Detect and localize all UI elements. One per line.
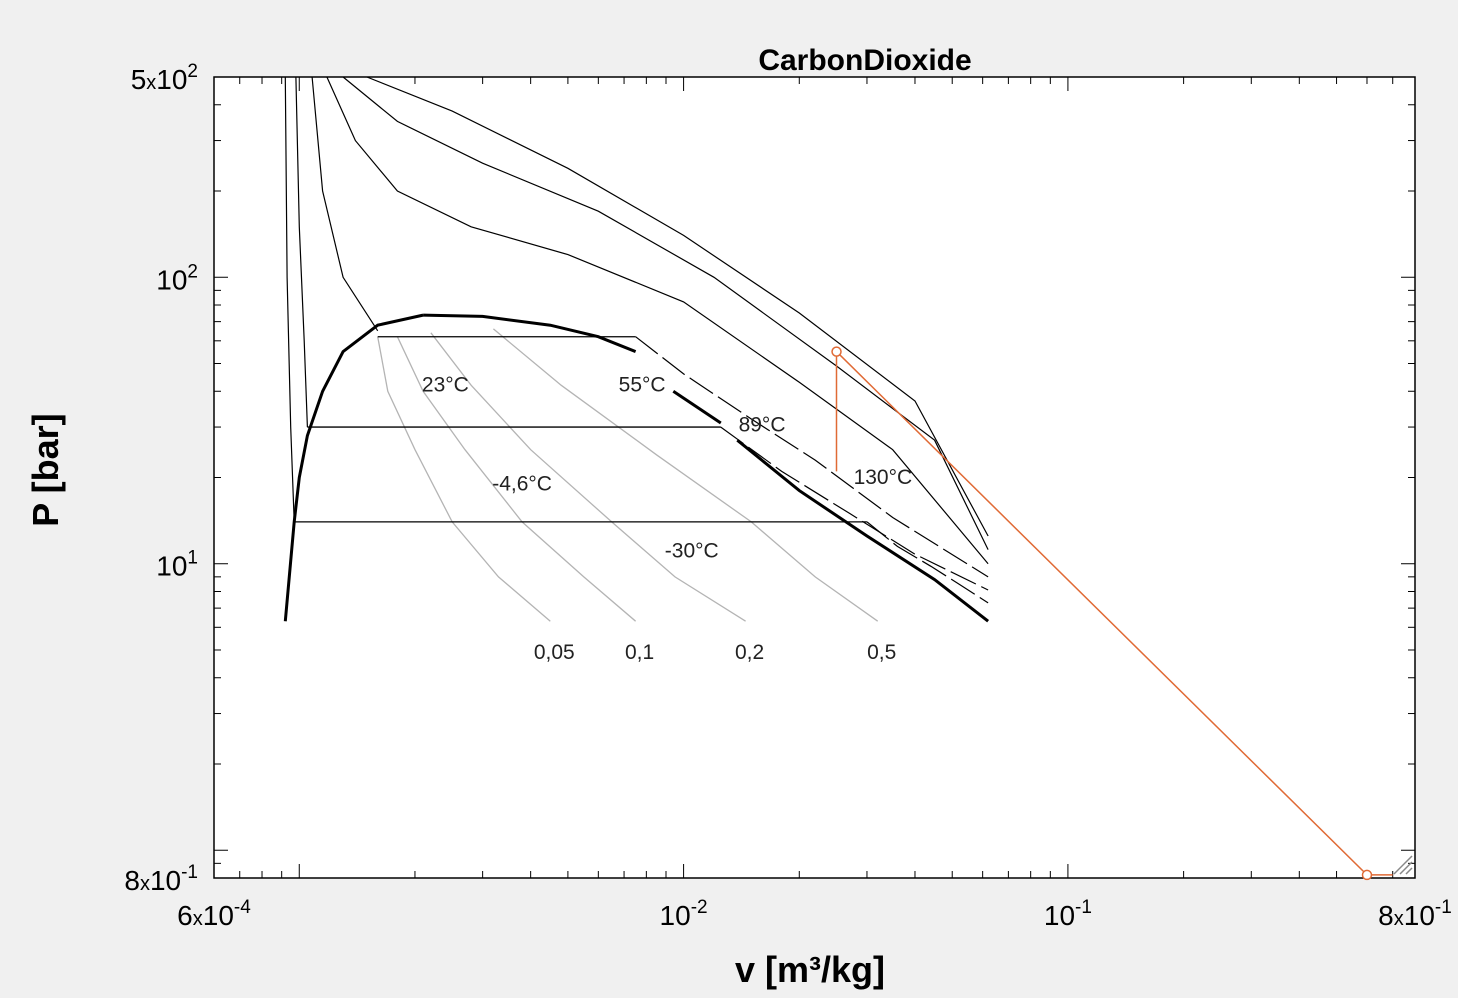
resize-grip[interactable] — [1393, 855, 1413, 875]
quality-line — [492, 328, 879, 622]
quality-label: 0,5 — [867, 641, 896, 664]
isotherm-label: -4,6°C — [492, 473, 552, 496]
tick-label: 10-2 — [660, 897, 708, 931]
quality-line — [396, 336, 637, 622]
process-path — [831, 346, 1393, 881]
chart-title: CarbonDioxide — [758, 44, 971, 77]
isotherm-line — [635, 336, 989, 578]
tick-label: 8x10-1 — [1378, 897, 1452, 931]
isotherm-line — [295, 76, 308, 428]
isotherm-line — [326, 76, 989, 565]
quality-line — [377, 336, 551, 622]
tick-label: 5x102 — [131, 61, 198, 95]
quality-label: 0,05 — [534, 641, 575, 664]
tick-label: 102 — [156, 261, 198, 295]
isotherm-line — [342, 76, 989, 550]
isotherm-line — [366, 76, 989, 537]
isotherm-line — [284, 76, 295, 522]
quality-line — [430, 332, 746, 622]
saturated-vapor-line — [672, 390, 722, 425]
isotherm-line — [866, 521, 989, 604]
saturated-vapor-line — [423, 313, 637, 353]
process-line — [835, 349, 1393, 876]
saturated-liquid-line — [283, 313, 424, 622]
curve-labels: 0,05 0,1 0,2 0,5 -30°C -4,6°C 23°C 55°C 89°C 130°… — [422, 373, 912, 664]
quality-label: 0,1 — [625, 641, 654, 664]
tick-label: 8x10-1 — [124, 862, 198, 896]
plot-area — [213, 76, 1416, 879]
quality-lines — [377, 328, 879, 622]
saturated-vapor-line — [736, 439, 990, 623]
axis-ticks — [213, 76, 1416, 879]
tick-labels: 6x10-4 10-2 10-1 8x10-1 5x102 102 101 8x10-1 — [124, 61, 1451, 931]
isotherm-label: 55°C — [619, 373, 666, 396]
saturation-dome — [283, 313, 990, 623]
tick-label: 10-1 — [1044, 897, 1092, 931]
tick-label: 6x10-4 — [177, 897, 251, 931]
state-point-marker[interactable] — [1361, 869, 1373, 881]
x-axis-label: v [m³/kg] — [735, 949, 885, 990]
quality-label: 0,2 — [735, 641, 764, 664]
isotherm-lines — [284, 76, 989, 604]
isotherm-line — [311, 76, 379, 332]
state-point-marker[interactable] — [831, 346, 842, 357]
y-axis-label: P [bar] — [25, 413, 66, 526]
isotherm-label: -30°C — [665, 540, 719, 563]
isotherm-label: 23°C — [422, 373, 469, 396]
isotherm-label: 130°C — [854, 466, 913, 489]
isotherm-label: 89°C — [739, 413, 786, 436]
tick-label: 101 — [156, 548, 198, 582]
isotherm-line — [720, 426, 989, 591]
